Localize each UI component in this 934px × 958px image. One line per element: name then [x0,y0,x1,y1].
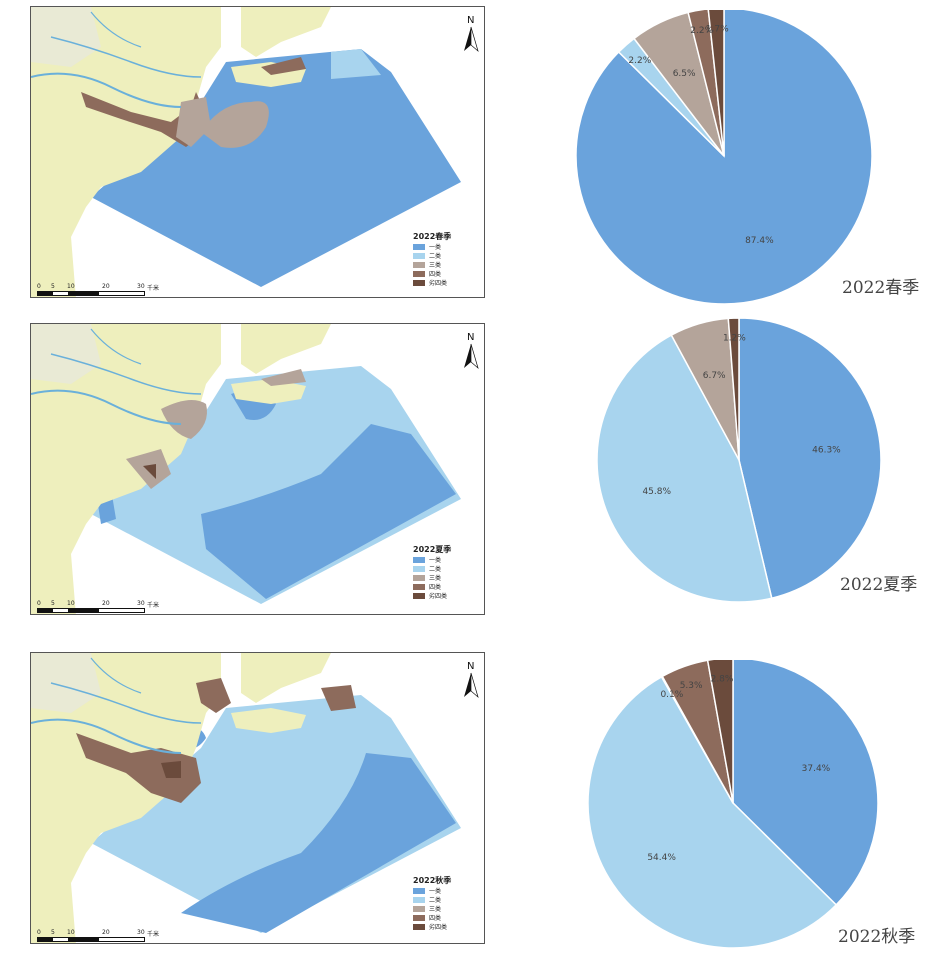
legend-swatch [413,887,425,894]
legend-item: 二类 [413,564,451,573]
pie-title-autumn: 2022秋季 [838,927,916,947]
pie-value-label: 2.8% [711,674,734,684]
legend-swatch [413,261,425,268]
pie-chart-spring: 87.4%2.2%6.5%2.2%1.7% [575,10,873,305]
legend-swatch [413,556,425,563]
map-spring: N [31,7,479,297]
pie-slice-一类 [738,317,882,600]
pie-value-label: 0.1% [660,690,683,700]
legend-swatch [413,905,425,912]
legend-swatch [413,592,425,599]
scale-bar: 0 5 10 20 30 千米 [37,929,167,942]
scale-bar: 0 5 10 20 30 千米 [37,283,167,296]
north-label: N [467,15,474,26]
map-panel-spring: N 2022春季 一类 二类 三类 四类 劣四类 0 5 10 20 30 千米 [30,6,485,298]
pie-slice-二类 [587,675,838,949]
legend-summer: 2022夏季 一类 二类 三类 四类 劣四类 [413,544,451,600]
pie-slice-四类 [687,10,725,157]
pie-value-label: 54.4% [647,853,676,863]
legend-item: 四类 [413,913,451,922]
pie-value-label: 2.2% [628,56,651,66]
legend-swatch [413,574,425,581]
legend-item: 二类 [413,251,451,260]
pie-value-label: 5.3% [680,681,703,691]
legend-item: 三类 [413,573,451,582]
legend-swatch [413,914,425,921]
legend-title: 2022夏季 [413,545,452,554]
legend-swatch [413,243,425,250]
legend-item: 劣四类 [413,591,451,600]
pie-slice-劣四类 [727,317,740,461]
legend-swatch [413,252,425,259]
pie-slice-劣四类 [707,10,725,157]
pie-slice-劣四类 [706,660,734,804]
north-label: N [467,661,474,672]
legend-autumn: 2022秋季 一类 二类 三类 四类 劣四类 [413,875,451,931]
legend-item: 三类 [413,904,451,913]
pie-value-label: 2.2% [690,26,713,36]
legend-item: 一类 [413,886,451,895]
map-autumn: N [31,653,479,943]
pie-value-label: 1.2% [723,333,746,343]
legend-swatch [413,923,425,930]
map-panel-summer: N 2022夏季 一类 二类 三类 四类 劣四类 0 5 10 20 30 千米 [30,323,485,615]
legend-title: 2022春季 [413,232,452,241]
pie-value-label: 6.5% [673,69,696,79]
legend-swatch [413,270,425,277]
legend-swatch [413,279,425,286]
pie-value-label: 46.3% [812,445,841,455]
pie-value-label: 87.4% [745,236,774,246]
legend-item: 四类 [413,582,451,591]
legend-spring: 2022春季 一类 二类 三类 四类 劣四类 [413,231,451,287]
pie-value-label: 45.8% [642,487,671,497]
pie-chart-autumn: 37.4% 54.4% 0.1%5.3% 2.8% [587,660,879,949]
pie-value-label: 37.4% [802,764,831,774]
pie-title-spring: 2022春季 [842,278,920,298]
legend-item: 一类 [413,555,451,564]
scale-bar: 0 5 10 20 30 千米 [37,600,167,613]
pie-slice-一类 [732,660,879,906]
legend-item: 一类 [413,242,451,251]
pie-chart-summer: 46.3% 45.8% 6.7% 1.2% [596,317,882,603]
legend-swatch [413,896,425,903]
legend-item: 劣四类 [413,278,451,287]
legend-item: 二类 [413,895,451,904]
legend-swatch [413,583,425,590]
legend-item: 三类 [413,260,451,269]
legend-title: 2022秋季 [413,876,452,885]
legend-item: 劣四类 [413,922,451,931]
legend-swatch [413,565,425,572]
north-label: N [467,332,474,343]
pie-title-summer: 2022夏季 [840,575,918,595]
pie-value-label: 6.7% [703,371,726,381]
map-panel-autumn: N 2022秋季 一类 二类 三类 四类 劣四类 0 5 10 20 30 千米 [30,652,485,944]
pie-slice-二类 [596,334,773,603]
pie-value-label: 1.7% [706,24,729,34]
map-summer: N [31,324,479,614]
legend-item: 四类 [413,269,451,278]
